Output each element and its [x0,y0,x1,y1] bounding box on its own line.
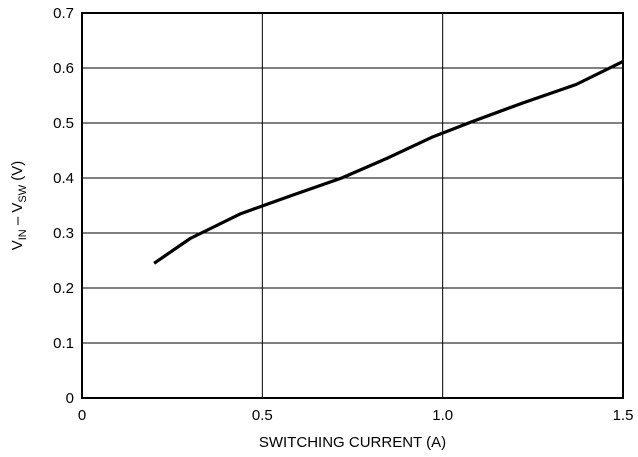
y-axis-title-part: V [9,240,26,250]
grid-lines [82,13,623,398]
y-tick-label: 0.4 [53,170,74,187]
x-tick-label: 1.0 [432,407,453,424]
y-tick-label: 0.6 [53,60,74,77]
y-tick-label: 0.3 [53,225,74,242]
series-line [153,59,624,265]
plot-frame [81,12,624,399]
y-axis-tick-labels: 0 0.1 0.2 0.3 0.4 0.5 0.6 0.7 [53,5,74,407]
y-axis-title: VIN – VSW (V) [9,161,29,251]
x-tick-label: 1.5 [613,407,634,424]
y-axis-title-subscript: IN [17,229,29,240]
y-tick-label: 0.1 [53,335,74,352]
y-tick-label: 0.7 [53,5,74,22]
x-tick-label: 0 [78,407,86,424]
y-tick-label: 0 [66,390,74,407]
y-axis-title-subscript: SW [17,184,29,202]
x-tick-label: 0.5 [252,407,273,424]
y-axis-title-part: – V [9,203,26,230]
x-axis-tick-labels: 0 0.5 1.0 1.5 [78,407,634,424]
y-axis-title-part: (V) [9,161,26,185]
x-axis-title: SWITCHING CURRENT (A) [259,434,446,451]
y-tick-label: 0.2 [53,280,74,297]
series-lines [153,59,624,265]
y-tick-label: 0.5 [53,115,74,132]
